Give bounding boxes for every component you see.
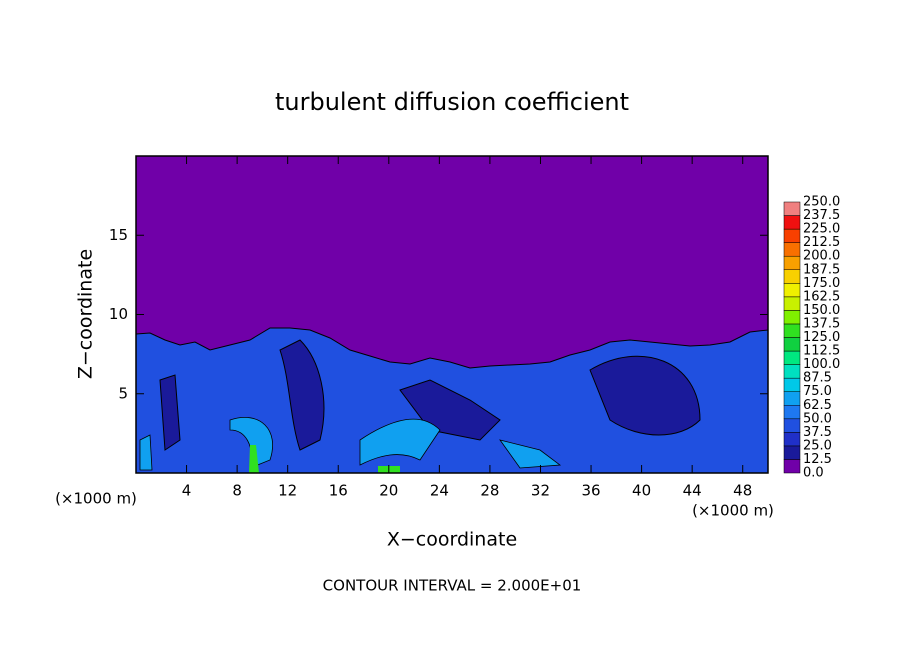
colorbar-segment (783, 215, 801, 230)
colorbar-label: 37.5 (803, 425, 832, 440)
x-tick-label: 12 (278, 482, 297, 500)
colorbar-segment (783, 228, 801, 243)
colorbar-label: 250.0 (803, 195, 840, 210)
colorbar-segment (783, 296, 801, 311)
x-tick-label: 20 (379, 482, 398, 500)
colorbar-segment (783, 377, 801, 392)
y-tick-label: 5 (118, 384, 128, 402)
x-tick-label: 44 (683, 482, 702, 500)
x-tick-label: 4 (182, 482, 192, 500)
colorbar-segment (783, 445, 801, 460)
colorbar-label: 212.5 (803, 235, 840, 250)
colorbar-label: 150.0 (803, 303, 840, 318)
colorbar-segment (783, 201, 801, 216)
x-axis-label: X−coordinate (387, 529, 517, 551)
colorbar-label: 125.0 (803, 330, 840, 345)
colorbar-label: 225.0 (803, 222, 840, 237)
colorbar-label: 187.5 (803, 262, 840, 277)
colorbar-segment (783, 350, 801, 365)
x-unit-label: (×1000 m) (55, 490, 137, 508)
colorbar-segment (783, 310, 801, 325)
colorbar-segment (783, 391, 801, 406)
turbulent-eddy (159, 339, 701, 451)
colorbar-segment (783, 405, 801, 420)
colorbar-segment (783, 432, 801, 447)
colorbar-label: 87.5 (803, 371, 832, 386)
colorbar-segment (783, 269, 801, 284)
colorbar-segment (783, 242, 801, 257)
x-tick-label: 32 (531, 482, 550, 500)
colorbar-label: 162.5 (803, 289, 840, 304)
colorbar-label: 25.0 (803, 438, 832, 453)
x-tick-label: 48 (733, 482, 752, 500)
colorbar-label: 0.0 (803, 466, 824, 481)
y-axis-label: Z−coordinate (75, 249, 97, 379)
x-unit-label: (×1000 m) (692, 502, 774, 520)
y-tick-label: 10 (109, 305, 128, 323)
colorbar-label: 112.5 (803, 344, 840, 359)
colorbar-segment (783, 459, 801, 474)
contour-interval-note: CONTOUR INTERVAL = 2.000E+01 (323, 577, 582, 595)
colorbar-segment (783, 337, 801, 352)
y-tick-label: 15 (109, 226, 128, 244)
colorbar-label: 12.5 (803, 452, 832, 467)
field (135, 156, 769, 474)
x-tick-label: 28 (480, 482, 499, 500)
colorbar-label: 200.0 (803, 249, 840, 264)
turbulent-core (249, 445, 400, 473)
colorbar-segment (783, 283, 801, 298)
colorbar-label: 100.0 (803, 357, 840, 372)
colorbar-label: 50.0 (803, 411, 832, 426)
colorbar-label: 75.0 (803, 384, 832, 399)
colorbar-label: 237.5 (803, 208, 840, 223)
colorbar-segment (783, 323, 801, 338)
colorbar-label: 175.0 (803, 276, 840, 291)
x-tick-label: 36 (581, 482, 600, 500)
x-tick-label: 16 (329, 482, 348, 500)
x-tick-label: 40 (632, 482, 651, 500)
chart-title: turbulent diffusion coefficient (275, 88, 629, 116)
colorbar-segment (783, 255, 801, 271)
colorbar-label: 137.5 (803, 316, 840, 331)
turbulent-streak (139, 417, 562, 471)
colorbar-label: 62.5 (803, 398, 832, 413)
colorbar-segment (783, 418, 801, 433)
colorbar-segment (783, 364, 801, 379)
x-tick-label: 8 (232, 482, 242, 500)
x-tick-label: 24 (430, 482, 449, 500)
